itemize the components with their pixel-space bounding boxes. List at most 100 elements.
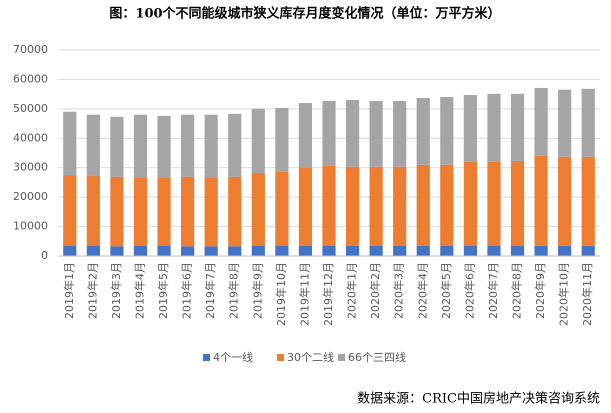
x-tick-label: 2020年6月 [462,262,476,319]
bar-segment [487,245,501,256]
bar-segment [86,175,100,246]
bar-segment [416,245,430,256]
bar-segment [181,176,195,247]
x-tick-label: 2020年7月 [486,262,500,319]
legend-swatch [203,354,210,361]
bar-segment [534,87,548,156]
legend-label: 66个三四线 [348,350,406,364]
x-tick-label: 2019年12月 [321,262,335,326]
bar-segment [463,161,477,246]
x-tick-label: 2020年2月 [368,262,382,319]
bar-segment [558,156,572,246]
x-tick-label: 2020年11月 [580,262,594,326]
bar-segment [157,245,171,256]
bar-segment [393,100,407,167]
bar-segment [228,176,242,247]
bar-segment [63,175,77,246]
x-tick-label: 2019年11月 [297,262,311,326]
x-tick-label: 2019年5月 [156,262,170,319]
bar-segment [86,114,100,176]
x-tick-label: 2019年1月 [62,262,76,319]
bar-segment [251,173,265,246]
bar-segment [157,178,171,246]
source-note: 数据来源：CRIC中国房地产决策咨询系统 [357,391,600,407]
x-tick-label: 2019年9月 [250,262,264,319]
bar-segment [275,245,289,256]
bar-segment [510,160,525,246]
bar-segment [581,88,595,157]
x-tick-label: 2020年8月 [510,262,524,319]
x-tick-label: 2020年4月 [415,262,429,319]
legend-swatch [277,354,284,361]
bar-segment [558,245,572,256]
bar-segment [275,107,289,172]
y-tick-label: 10000 [13,220,48,233]
bar-segment [369,166,383,246]
x-tick-label: 2019年6月 [180,262,194,319]
bar-segment [581,156,595,246]
bar-segment [440,164,454,246]
bar-segment [133,178,148,246]
bar-segment [228,246,242,256]
y-tick-label: 50000 [13,102,48,115]
x-tick-label: 2019年4月 [132,262,146,319]
bar-segment [534,245,548,256]
y-tick-label: 20000 [13,190,48,203]
bar-segment [133,245,148,256]
bar-segment [204,246,218,256]
bar-segment [228,113,242,177]
bar-segment [204,178,218,247]
x-tick-label: 2019年2月 [85,262,99,319]
bar-segment [157,115,171,179]
bar-segment [487,161,501,246]
bar-segment [345,100,360,167]
bar-segment [63,111,77,176]
bar-segment [487,93,501,162]
bar-segment [251,245,265,256]
bar-segment [251,108,265,174]
bar-segment [298,102,313,169]
bar-segment [275,171,289,246]
x-tick-label: 2019年3月 [109,262,123,319]
x-tick-label: 2020年9月 [533,262,547,319]
bar-segment [463,95,477,162]
bar-segment [463,245,477,256]
bar-segment [298,245,313,256]
bar-segment [440,97,454,165]
chart-title: 图：100个不同能级城市狭义库存月度变化情况（单位：万平方米） [109,6,500,22]
x-tick-label: 2020年1月 [345,262,359,319]
bar-segment [416,164,430,246]
bar-segment [393,166,407,246]
bar-segment [440,245,454,256]
bar-segment [510,245,525,256]
bar-segment [393,245,407,256]
x-tick-label: 2020年5月 [439,262,453,319]
y-tick-label: 40000 [13,131,48,144]
legend-swatch [338,354,345,361]
x-tick-label: 2020年3月 [392,262,406,319]
x-tick-label: 2019年10月 [274,262,288,326]
bar-segment [322,100,336,166]
bar-segment [345,245,360,256]
x-tick-label: 2019年8月 [227,262,241,319]
y-tick-label: 0 [41,249,48,262]
bar-segment [298,168,313,246]
bar-segment [510,93,525,161]
bar-segment [322,165,336,246]
bar-segment [181,246,195,256]
bar-segment [204,114,218,179]
bar-segment [369,245,383,256]
bar-segment [416,97,430,165]
bar-segment [345,166,360,246]
bar-segment [558,89,572,157]
bar-segment [110,116,124,177]
bar-segment [110,176,124,247]
bar-segment [369,100,383,167]
bar-segment [181,114,195,177]
y-tick-label: 60000 [13,72,48,85]
bar-segment [581,245,595,256]
bar-segment [133,114,148,179]
legend-label: 4个一线 [213,350,253,364]
bar-segment [110,246,124,256]
